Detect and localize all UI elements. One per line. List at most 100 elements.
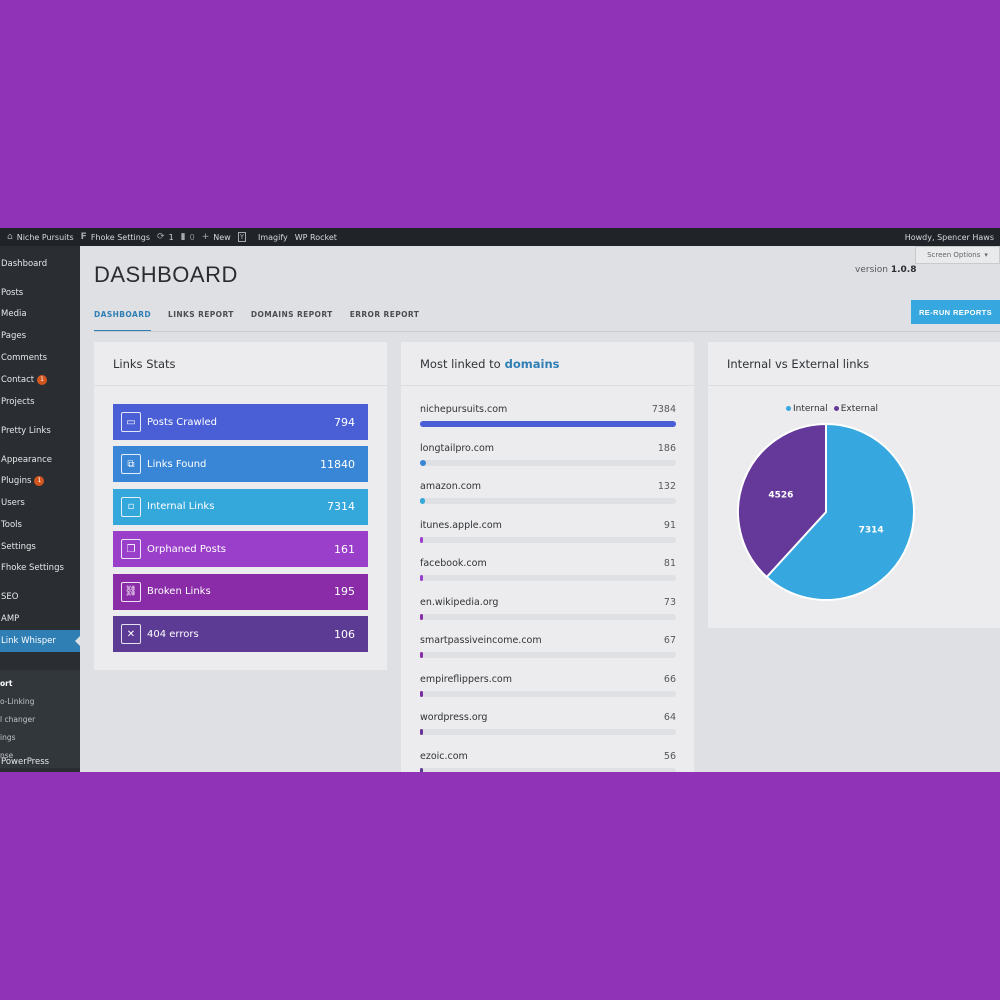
sidebar-item-label: Pages: [1, 331, 27, 341]
domains-title: Most linked to domains: [401, 342, 694, 386]
admin-sidebar: Dashboard Posts Media Pages Comments Contact 1…: [0, 246, 80, 772]
fhoke-logo-icon: F: [80, 232, 87, 242]
sidebar-item-amp[interactable]: AMP: [0, 611, 80, 627]
domain-row[interactable]: smartpassiveincome.com 67: [420, 635, 676, 665]
stat-orphaned-posts[interactable]: ❐ Orphaned Posts 161: [113, 531, 368, 568]
domain-bar-fill: [420, 729, 423, 735]
sidebar-item-appearance[interactable]: Appearance: [0, 452, 80, 468]
domain-row[interactable]: en.wikipedia.org 73: [420, 597, 676, 627]
sidebar-item-users[interactable]: Users: [0, 495, 80, 511]
yoast-icon: Y: [237, 232, 246, 242]
pie-label-internal: 7314: [859, 525, 884, 535]
domain-row[interactable]: wordpress.org 64: [420, 712, 676, 742]
sidebar-item-label: SEO: [1, 592, 19, 602]
sidebar-item-label: Comments: [1, 353, 48, 363]
rerun-reports-button[interactable]: RE-RUN REPORTS: [911, 300, 1000, 324]
tab-error-report[interactable]: ERROR REPORT: [349, 310, 420, 319]
domain-row[interactable]: longtailpro.com 186: [420, 443, 676, 473]
domain-bar-track: [420, 690, 676, 697]
domain-row[interactable]: amazon.com 132: [420, 481, 676, 511]
pie-slice-internal[interactable]: [765, 422, 915, 601]
tab-links-report[interactable]: LINKS REPORT: [168, 310, 234, 319]
sidebar-item-projects[interactable]: Projects: [0, 394, 80, 410]
domain-name: amazon.com: [420, 481, 482, 492]
legend-dot: [833, 406, 839, 411]
stat-label: Orphaned Posts: [147, 543, 226, 555]
domain-row[interactable]: ezoic.com 56: [420, 751, 676, 772]
stat-internal-links[interactable]: ▫ Internal Links 7314: [113, 488, 368, 525]
stat-links-found[interactable]: ⧉ Links Found 11840: [113, 446, 368, 483]
screen-options-button[interactable]: Screen Options ▾: [915, 246, 1000, 264]
sidebar-item-pretty-links[interactable]: Pretty Links: [0, 423, 80, 439]
sidebar-item-label: Contact: [1, 375, 35, 385]
legend-entry-external[interactable]: External: [833, 404, 878, 414]
admin-bar-imagify[interactable]: Imagify: [258, 233, 288, 242]
sidebar-item-media[interactable]: Media: [0, 306, 80, 322]
domain-count: 81: [663, 558, 676, 569]
domain-bar-track: [420, 613, 676, 620]
domain-bar-track: [420, 729, 676, 735]
domain-count: 73: [663, 596, 676, 608]
sidebar-item-label: Appearance: [1, 455, 53, 465]
domain-row[interactable]: itunes.apple.com 91: [420, 520, 676, 550]
domain-name: nichepursuits.com: [420, 404, 508, 415]
sidebar-item-powerpress[interactable]: PowerPress: [0, 754, 80, 770]
tab-domains-report[interactable]: DOMAINS REPORT: [250, 310, 333, 319]
sidebar-subitem[interactable]: o-Linking: [0, 696, 35, 706]
domain-row[interactable]: nichepursuits.com 7384: [420, 404, 676, 434]
admin-bar-updates[interactable]: ⟳ 1: [157, 232, 174, 242]
domains-title-prefix: Most linked to: [420, 356, 501, 371]
domain-count: 91: [663, 519, 676, 531]
domain-count: 66: [663, 673, 676, 685]
admin-bar-account[interactable]: Howdy, Spencer Haws: [905, 228, 994, 246]
domain-name: en.wikipedia.org: [420, 596, 499, 608]
stat-value: 161: [334, 542, 355, 556]
imagify-label: Imagify: [258, 232, 288, 242]
admin-bar-fhoke[interactable]: F Fhoke Settings: [81, 232, 150, 242]
domain-row[interactable]: empireflippers.com 66: [420, 674, 676, 704]
stat-broken-links[interactable]: ⛓ Broken Links 195: [113, 573, 368, 610]
sidebar-subitem[interactable]: l changer: [0, 714, 36, 724]
sidebar-item-dashboard[interactable]: Dashboard: [0, 256, 80, 272]
sidebar-item-contact[interactable]: Contact 1: [0, 372, 80, 388]
stat-404-errors[interactable]: ✕ 404 errors 106: [113, 616, 368, 652]
admin-bar-yoast[interactable]: Y: [237, 232, 246, 242]
sidebar-item-comments[interactable]: Comments: [0, 350, 80, 366]
admin-bar-wp-rocket[interactable]: WP Rocket: [295, 233, 337, 242]
stat-posts-crawled[interactable]: ▭ Posts Crawled 794: [113, 404, 368, 440]
tab-dashboard[interactable]: DASHBOARD: [94, 308, 152, 332]
sidebar-item-settings[interactable]: Settings: [0, 539, 80, 555]
admin-bar-site[interactable]: ⌂ Niche Pursuits: [7, 232, 74, 242]
fhoke-settings-label: Fhoke Settings: [90, 232, 151, 242]
domain-count: 64: [663, 712, 676, 723]
domain-bar-track: [420, 498, 676, 504]
sidebar-subitem[interactable]: ings: [0, 732, 16, 742]
domains-title-link[interactable]: domains: [504, 356, 560, 371]
sidebar-item-tools[interactable]: Tools: [0, 517, 80, 533]
sidebar-item-label: Tools: [1, 520, 22, 530]
sidebar-subitem[interactable]: ort: [0, 678, 13, 688]
sidebar-item-fhoke-settings[interactable]: Fhoke Settings: [0, 560, 80, 576]
sidebar-item-pages[interactable]: Pages: [0, 328, 80, 344]
domain-name: facebook.com: [420, 558, 487, 569]
pie-slice-external[interactable]: [737, 422, 827, 579]
sidebar-item-label: Media: [1, 309, 27, 319]
domain-name: itunes.apple.com: [420, 519, 502, 531]
sidebar-subitem[interactable]: nse: [0, 750, 14, 760]
domain-name: smartpassiveincome.com: [420, 635, 542, 646]
domain-bar-track: [420, 575, 676, 581]
legend-entry-internal[interactable]: Internal: [786, 404, 828, 414]
admin-bar-comments[interactable]: ▮ 0: [181, 232, 195, 242]
domain-bar-track: [420, 536, 676, 543]
sidebar-item-posts[interactable]: Posts: [0, 285, 80, 301]
sidebar-item-seo[interactable]: SEO: [0, 589, 80, 605]
sidebar-item-label: AMP: [1, 614, 20, 624]
sidebar-item-link-whisper[interactable]: Link Whisper: [0, 630, 80, 652]
domain-bar-track: [420, 421, 676, 427]
admin-bar-new[interactable]: + New: [202, 232, 231, 242]
stat-value: 106: [334, 627, 355, 641]
domain-row[interactable]: facebook.com 81: [420, 558, 676, 588]
domain-name: empireflippers.com: [420, 673, 513, 685]
stat-value: 11840: [320, 457, 355, 471]
sidebar-item-plugins[interactable]: Plugins 1: [0, 473, 80, 489]
